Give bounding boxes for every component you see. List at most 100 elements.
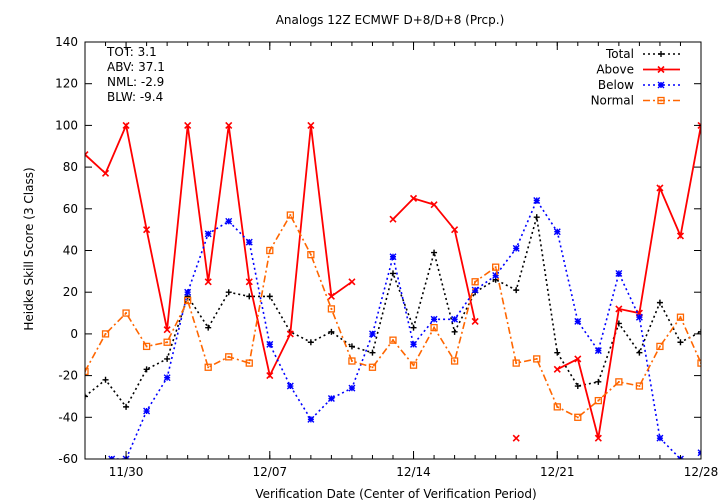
legend-item-total: Total [605, 47, 680, 61]
stat-blw: BLW: -9.4 [107, 90, 163, 104]
data-point-normal [533, 355, 541, 363]
series-above [85, 121, 701, 442]
data-point-normal [184, 296, 192, 305]
y-tick-label: 20 [63, 285, 78, 299]
data-point-total [266, 293, 273, 300]
data-point-below [327, 395, 335, 403]
data-point-normal [142, 342, 151, 351]
y-tick-label: -60 [58, 452, 78, 466]
legend-label: Above [596, 63, 634, 77]
data-point-above [676, 232, 685, 240]
data-point-normal [409, 361, 418, 369]
series-line-above [392, 197, 476, 322]
data-point-below [245, 238, 253, 246]
stat-nml: NML: -2.9 [107, 75, 164, 89]
data-point-below [184, 288, 192, 296]
y-tick-label: 120 [55, 77, 78, 91]
data-point-above [143, 226, 151, 234]
y-tick-label: 140 [55, 35, 78, 49]
data-point-above [245, 278, 253, 286]
data-point-normal [615, 378, 623, 386]
data-point-above [574, 355, 582, 363]
data-point-total [451, 328, 458, 335]
data-point-above [471, 317, 479, 325]
series-line-above [556, 125, 701, 439]
data-point-above [553, 365, 561, 373]
data-point-below [451, 315, 459, 323]
data-point-above [266, 372, 274, 380]
data-point-total [574, 383, 581, 390]
legend-marker [657, 81, 665, 89]
data-point-normal [553, 403, 561, 411]
data-point-normal [163, 338, 171, 346]
series-line-normal [85, 213, 701, 419]
data-point-total [123, 403, 130, 410]
data-point-below [615, 269, 623, 277]
data-point-above [163, 326, 171, 334]
data-point-total [431, 249, 438, 256]
data-point-above [225, 121, 233, 129]
data-point-below [307, 415, 315, 423]
data-point-below [163, 374, 171, 382]
data-point-normal [635, 382, 644, 390]
axes: -60 -40 -20 0 20 40 60 80 100 120 140 11/30 12/07 12/… [55, 35, 718, 479]
data-point-below [286, 382, 294, 390]
data-point-total [656, 299, 663, 306]
data-point-total [102, 376, 109, 383]
legend-label: Total [605, 47, 634, 61]
data-point-normal [574, 413, 582, 421]
data-point-below [594, 347, 602, 355]
x-tick-label: 12/14 [396, 465, 431, 479]
data-point-normal [245, 359, 253, 367]
data-point-total [677, 339, 684, 346]
y-tick-label: 80 [63, 160, 78, 174]
data-point-total [410, 324, 417, 331]
data-point-above [594, 434, 602, 442]
data-point-total [513, 287, 520, 294]
data-point-normal [101, 330, 110, 338]
data-point-below [430, 315, 438, 323]
data-point-above [327, 292, 335, 300]
data-point-normal [327, 305, 336, 313]
data-point-total [85, 393, 88, 400]
data-point-below [225, 217, 233, 225]
data-point-above [204, 278, 212, 286]
x-tick-label: 12/07 [253, 465, 288, 479]
y-tick-label: 60 [63, 202, 78, 216]
data-point-normal [492, 263, 500, 271]
data-point-total [533, 214, 540, 221]
data-point-total [636, 349, 643, 356]
data-point-total [143, 366, 150, 373]
data-point-below [348, 384, 356, 392]
data-point-below [143, 407, 151, 415]
data-point-below [533, 196, 541, 204]
y-tick-label: 0 [70, 327, 78, 341]
data-point-above [85, 151, 89, 159]
data-point-below [266, 340, 274, 348]
data-point-below [553, 228, 561, 236]
data-point-normal [450, 357, 459, 365]
data-point-normal [348, 357, 356, 365]
data-point-normal [307, 251, 315, 259]
x-tick-label: 12/28 [684, 465, 719, 479]
y-tick-label: -40 [58, 410, 78, 424]
data-point-total [328, 328, 335, 335]
series-line-above [85, 122, 353, 379]
data-point-normal [225, 353, 233, 361]
data-point-above [184, 121, 192, 129]
data-point-below [512, 244, 520, 252]
data-point-below [368, 330, 376, 338]
data-point-above [451, 226, 459, 234]
data-point-above [430, 201, 438, 209]
data-point-total [205, 324, 212, 331]
stat-abv: ABV: 37.1 [107, 60, 165, 74]
data-point-above [348, 278, 356, 286]
data-point-normal [286, 211, 294, 219]
series-below [108, 196, 701, 459]
data-point-total [698, 328, 701, 335]
data-point-normal [656, 342, 664, 351]
legend-label: Normal [591, 94, 634, 108]
